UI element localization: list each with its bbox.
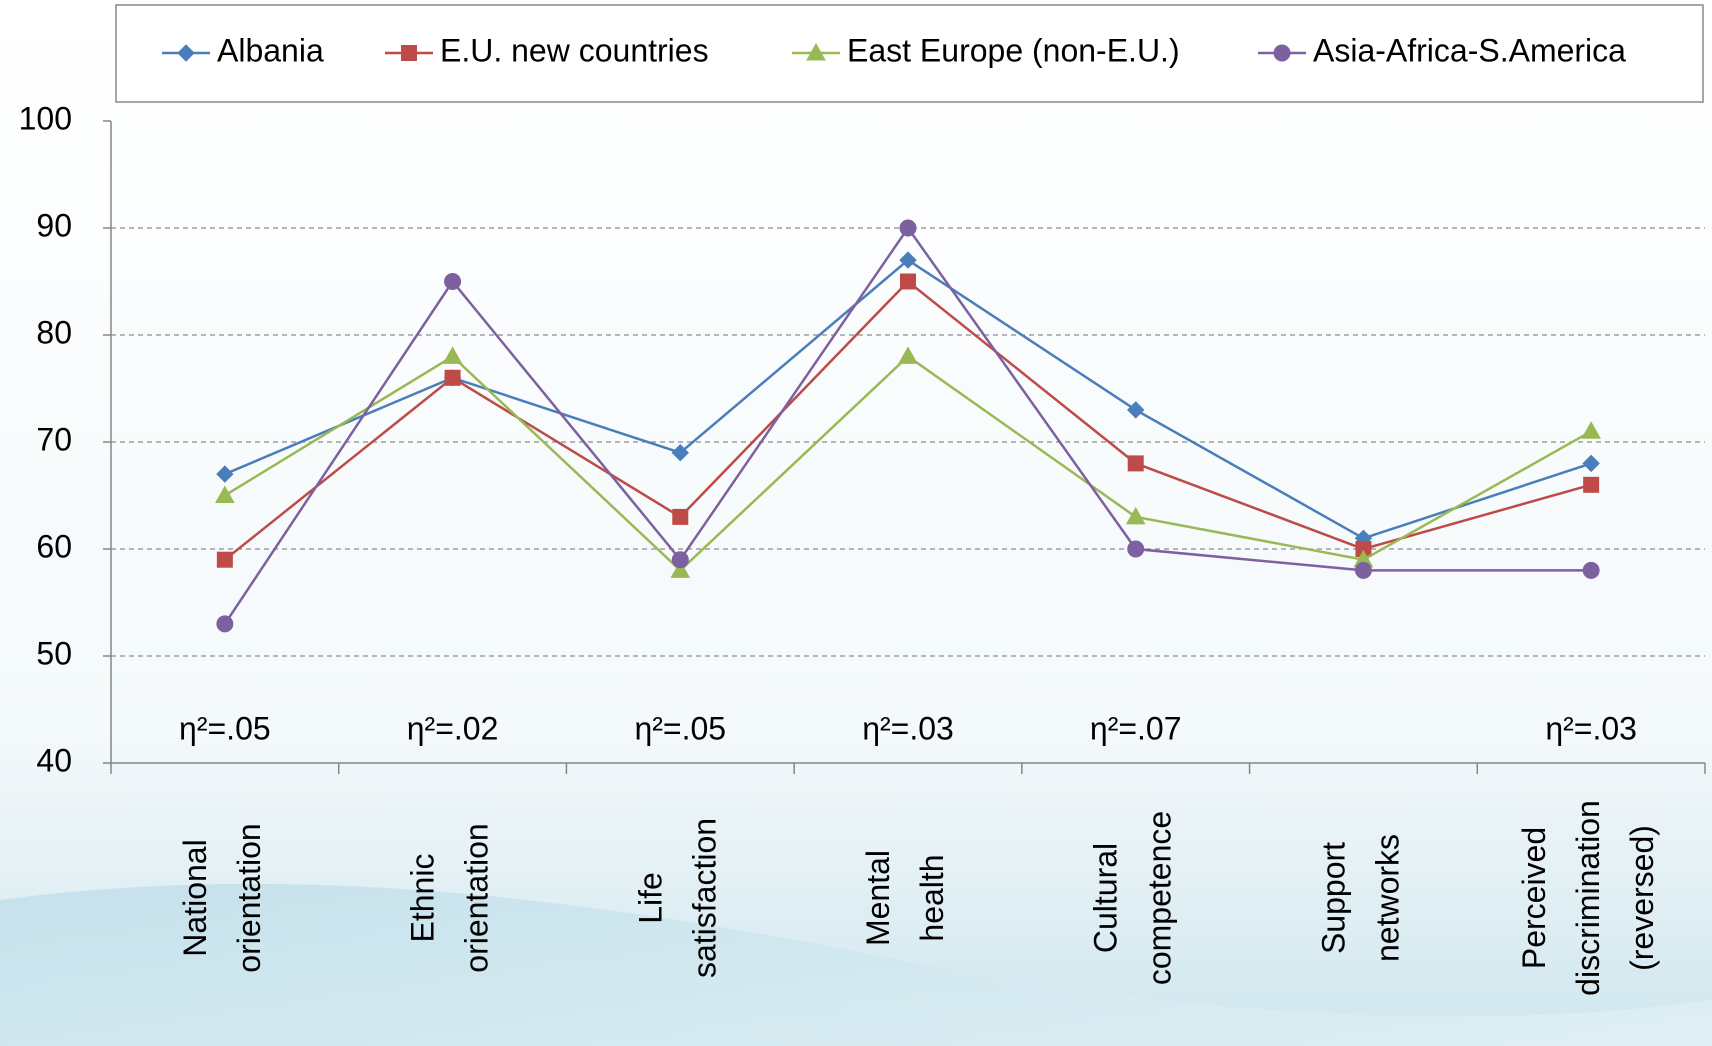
marker	[1127, 540, 1145, 558]
background-wave	[0, 883, 1712, 1046]
legend-label: East Europe (non-E.U.)	[847, 32, 1180, 68]
y-tick-label: 40	[36, 742, 72, 778]
legend-box	[115, 4, 1704, 103]
x-tick-label: National orientation	[177, 823, 267, 972]
marker	[215, 485, 235, 503]
x-tick-label: Perceived discrimination (reversed)	[1517, 800, 1661, 996]
annotation: η²=.05	[634, 710, 726, 746]
y-tick-label: 70	[36, 421, 72, 457]
y-tick-label: 80	[36, 314, 72, 350]
legend-label: Albania	[217, 32, 324, 68]
x-tick-label: Cultural competence	[1088, 811, 1178, 985]
marker	[444, 369, 461, 386]
marker	[216, 615, 234, 633]
marker	[1581, 421, 1601, 439]
annotation: η²=.03	[862, 710, 954, 746]
marker	[442, 346, 463, 364]
marker	[671, 443, 689, 462]
legend-label: E.U. new countries	[440, 32, 709, 68]
x-tick-label: Mental health	[860, 850, 950, 946]
y-tick-label: 60	[36, 528, 72, 564]
legend-label: Asia-Africa-S.America	[1313, 32, 1626, 68]
marker	[1125, 506, 1146, 525]
y-tick-label: 100	[19, 100, 72, 136]
marker	[900, 273, 916, 290]
legend-marker	[401, 45, 417, 61]
legend-marker	[177, 44, 195, 62]
marker	[216, 551, 233, 568]
annotation: η²=.05	[179, 710, 271, 746]
marker	[444, 273, 462, 290]
x-tick-label: Support networks	[1316, 834, 1406, 962]
marker	[671, 551, 689, 569]
y-tick-label: 50	[36, 635, 72, 671]
marker	[216, 465, 234, 483]
marker	[672, 508, 689, 525]
marker	[899, 219, 917, 237]
legend-marker	[1273, 44, 1291, 62]
marker	[899, 251, 917, 269]
annotation: η²=.03	[1545, 710, 1637, 746]
marker	[1583, 476, 1600, 493]
marker	[1354, 561, 1372, 579]
marker	[670, 560, 691, 578]
annotation: η²=.07	[1090, 710, 1182, 746]
legend-marker	[806, 42, 826, 61]
marker	[1127, 401, 1145, 419]
x-tick-label: Life satisfaction	[633, 818, 723, 978]
marker	[1127, 455, 1144, 472]
y-tick-label: 90	[36, 207, 72, 243]
marker	[1582, 561, 1600, 579]
x-tick-label: Ethnic orientation	[405, 823, 495, 972]
annotation: η²=.02	[407, 710, 499, 746]
marker	[898, 346, 918, 364]
marker	[1582, 454, 1600, 473]
